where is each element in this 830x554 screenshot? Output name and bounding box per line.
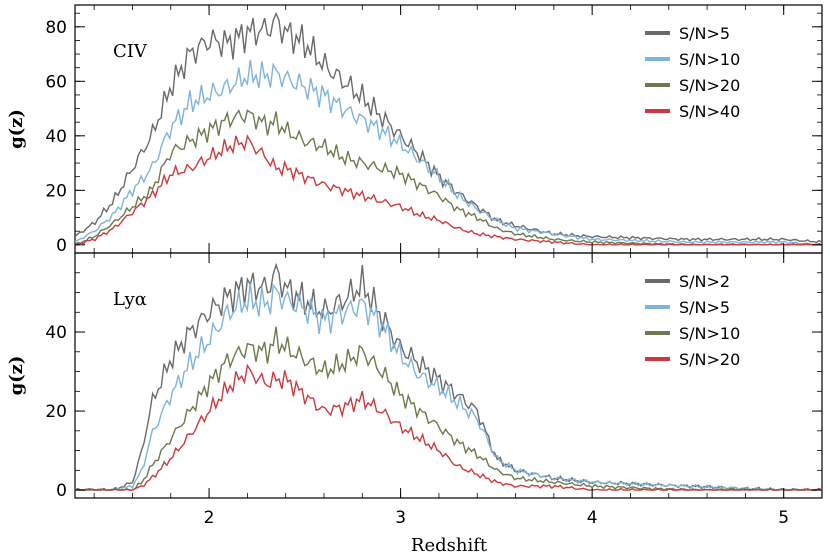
civ-panel: 0 20 40 60 80 g(z) CIV S/N>5 S/N>10 S/N>20 S/N>40 — [6, 4, 823, 256]
series-line — [74, 109, 823, 246]
x-tick-label: 3 — [395, 508, 406, 528]
y-tick-label: 40 — [45, 127, 67, 147]
legend-label: S/N>20 — [679, 350, 740, 369]
panel-label: CIV — [113, 41, 148, 62]
y-tick-label: 20 — [45, 181, 67, 201]
series-line — [74, 59, 823, 246]
x-tick-label: 5 — [778, 508, 789, 528]
legend-label: S/N>20 — [679, 76, 740, 95]
lya-panel: 0 20 40 2 3 4 5 g(z) Lyα S/N>2 S/N>5 S/N>10 S/N>20 — [6, 252, 823, 528]
y-tick-label: 20 — [45, 402, 67, 422]
y-axis-label: g(z) — [6, 109, 27, 149]
series-line — [74, 363, 823, 491]
legend-label: S/N>5 — [679, 24, 730, 43]
legend-label: S/N>2 — [679, 272, 730, 291]
x-tick-label: 2 — [204, 508, 215, 528]
y-tick-label: 60 — [45, 72, 67, 92]
y-tick-label: 80 — [45, 18, 67, 38]
y-tick-label: 0 — [56, 481, 67, 501]
legend-label: S/N>10 — [679, 50, 740, 69]
y-tick-label: 0 — [56, 236, 67, 256]
series-line — [74, 134, 823, 246]
series-line — [74, 11, 823, 244]
series-line — [74, 282, 823, 491]
plot-frame — [74, 252, 823, 499]
y-tick-label: 40 — [45, 323, 67, 343]
y-axis-label: g(z) — [6, 356, 27, 396]
x-tick-label: 4 — [587, 508, 598, 528]
legend-label: S/N>10 — [679, 324, 740, 343]
legend-label: S/N>40 — [679, 102, 740, 121]
x-axis-label: Redshift — [411, 535, 488, 554]
legend-label: S/N>5 — [679, 298, 730, 317]
panel-label: Lyα — [113, 289, 147, 310]
